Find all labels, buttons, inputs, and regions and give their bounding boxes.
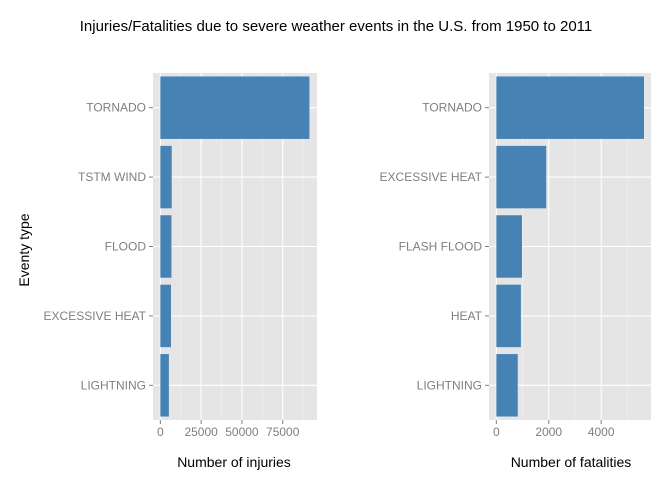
- bar-tornado: [160, 76, 310, 139]
- x-tick-label: 75000: [266, 425, 300, 439]
- bar-lightning: [160, 354, 169, 417]
- y-tick-label: TORNADO: [86, 101, 146, 115]
- chart-panel-1: TORNADO TSTM WIND FLOOD EXCESSIVE HEAT LIGHT…: [44, 73, 317, 470]
- y-tick-label: EXCESSIVE HEAT: [380, 170, 483, 184]
- chart-title: Injuries/Fatalities due to severe weathe…: [79, 18, 593, 35]
- y-tick-label: TORNADO: [422, 101, 482, 115]
- bar-excessive-heat: [160, 284, 171, 348]
- chart-panel-2: TORNADO EXCESSIVE HEAT FLASH FLOOD HEAT LIGH…: [380, 73, 651, 470]
- y-tick-label: FLOOD: [105, 240, 147, 254]
- bar-tstm-wind: [160, 145, 172, 209]
- y-tick-label: FLASH FLOOD: [399, 240, 483, 254]
- x-axis-label: Number of injuries: [177, 454, 291, 470]
- x-tick-label: 2000: [535, 425, 562, 439]
- x-tick-label: 4000: [588, 425, 615, 439]
- y-tick-label: TSTM WIND: [78, 170, 146, 184]
- y-tick-label: EXCESSIVE HEAT: [44, 309, 147, 323]
- x-axis-label: Number of fatalities: [511, 454, 632, 470]
- bar-flood: [160, 215, 172, 278]
- bar-tornado: [496, 76, 645, 139]
- x-tick-label: 0: [493, 425, 500, 439]
- bar-excessive-heat: [496, 145, 547, 209]
- x-tick-label: 25000: [184, 425, 218, 439]
- bar-lightning: [496, 354, 518, 417]
- y-tick-label: LIGHTNING: [81, 378, 146, 392]
- y-tick-label: LIGHTNING: [417, 378, 482, 392]
- bar-flash-flood: [496, 215, 522, 278]
- y-tick-label: HEAT: [451, 309, 483, 323]
- x-tick-label: 50000: [225, 425, 259, 439]
- bar-heat: [496, 284, 521, 348]
- x-tick-label: 0: [157, 425, 164, 439]
